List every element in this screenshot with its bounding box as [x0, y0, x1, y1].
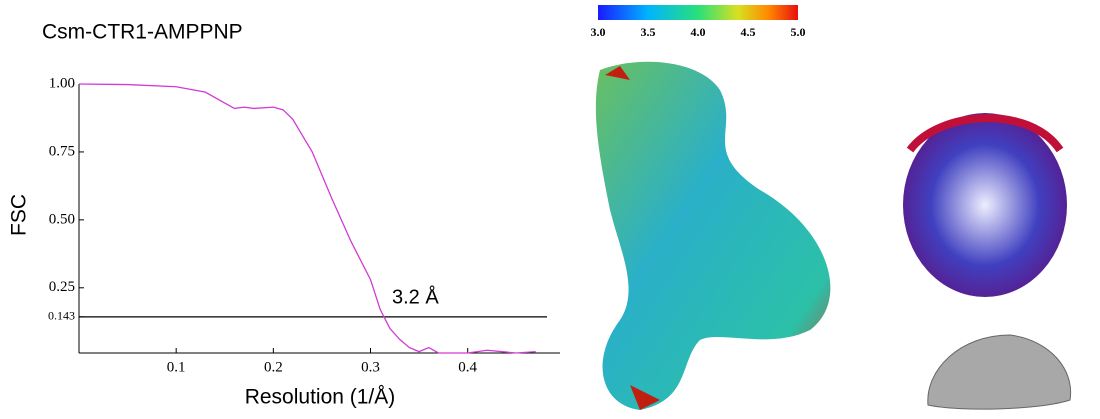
- density-map: [595, 61, 831, 410]
- colorbar-tick-label: 5.0: [791, 25, 806, 39]
- colorbar-tick-label: 3.0: [591, 25, 606, 39]
- annotation: 3.2 Å: [392, 285, 439, 308]
- y-axis-label: FSC: [8, 194, 31, 236]
- x-tick-label: 0.1: [167, 359, 186, 375]
- x-tick-label: 0.2: [264, 359, 283, 375]
- angular-distribution: [903, 113, 1067, 297]
- x-tick-label: 0.3: [361, 359, 380, 375]
- colorbar: [598, 5, 798, 20]
- y-tick-label: 1.00: [49, 75, 75, 91]
- x-axis-label: Resolution (1/Å): [245, 386, 396, 409]
- colorbar-tick-label: 4.0: [691, 25, 706, 39]
- y-tick-label: 0.75: [49, 143, 75, 159]
- colorbar-tick-label: 3.5: [641, 25, 656, 39]
- colorbar-tick-label: 4.5: [741, 25, 756, 39]
- map-thumbnail: [927, 334, 1072, 410]
- y-tick-label: 0.143: [48, 309, 75, 323]
- y-tick-label: 0.25: [49, 279, 75, 295]
- y-tick-label: 0.50: [49, 211, 75, 227]
- chart-title: Csm-CTR1-AMPPNP: [42, 21, 243, 44]
- sphere-detail: [906, 114, 1064, 153]
- fsc-curve: [78, 83, 536, 354]
- x-tick-label: 0.4: [458, 359, 477, 375]
